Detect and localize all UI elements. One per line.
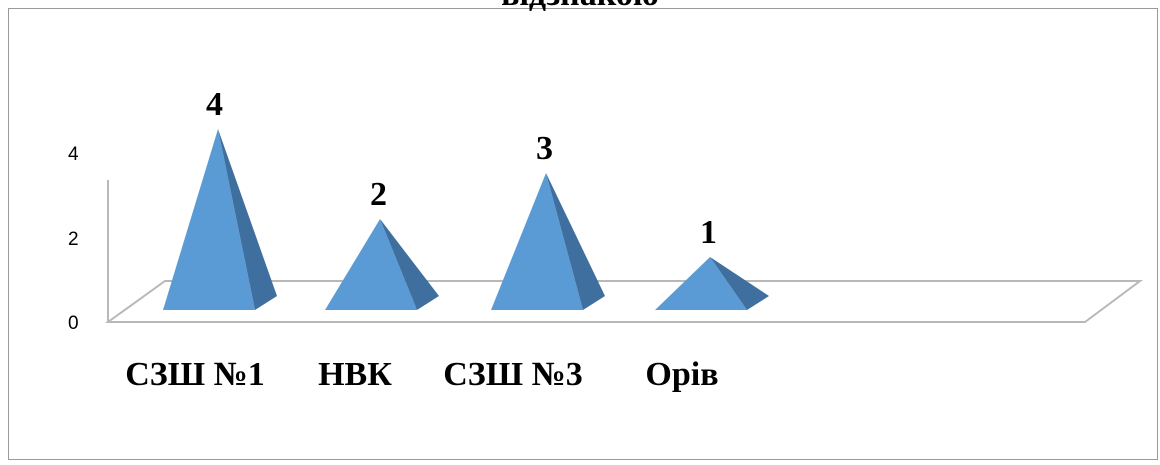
y-tick-label: 0: [68, 313, 79, 334]
pyramid-front-face: [655, 257, 747, 310]
y-tick-label: 2: [68, 229, 79, 250]
chart-title: відзнакою: [0, 0, 1160, 12]
pyramid-front-face: [325, 219, 417, 310]
data-label: 4: [206, 86, 223, 123]
pyramid-front-face: [491, 173, 583, 310]
category-label: СЗШ №1: [125, 356, 265, 393]
y-axis: 0 2 4: [68, 144, 109, 334]
bar-series: [163, 129, 769, 310]
category-label: Орів: [645, 356, 718, 393]
pyramid-side-face: [710, 257, 769, 310]
category-label: СЗШ №3: [443, 356, 583, 393]
y-tick-label: 4: [68, 144, 79, 165]
pyramid-bar: [163, 129, 277, 310]
pyramid-bar: [655, 257, 769, 310]
data-labels: 4 2 3 1: [206, 86, 717, 251]
category-label: НВК: [318, 356, 392, 393]
pyramid-bar: [325, 219, 439, 310]
pyramid-side-face: [546, 173, 605, 310]
pyramid-bar: [491, 173, 605, 310]
pyramid-front-face: [163, 129, 255, 310]
category-labels: СЗШ №1 НВК СЗШ №3 Орів: [125, 356, 718, 393]
data-label: 3: [536, 130, 553, 167]
pyramid-side-face: [218, 129, 277, 310]
data-label: 2: [370, 176, 387, 213]
pyramid-side-face: [380, 219, 439, 310]
data-label: 1: [700, 214, 717, 251]
